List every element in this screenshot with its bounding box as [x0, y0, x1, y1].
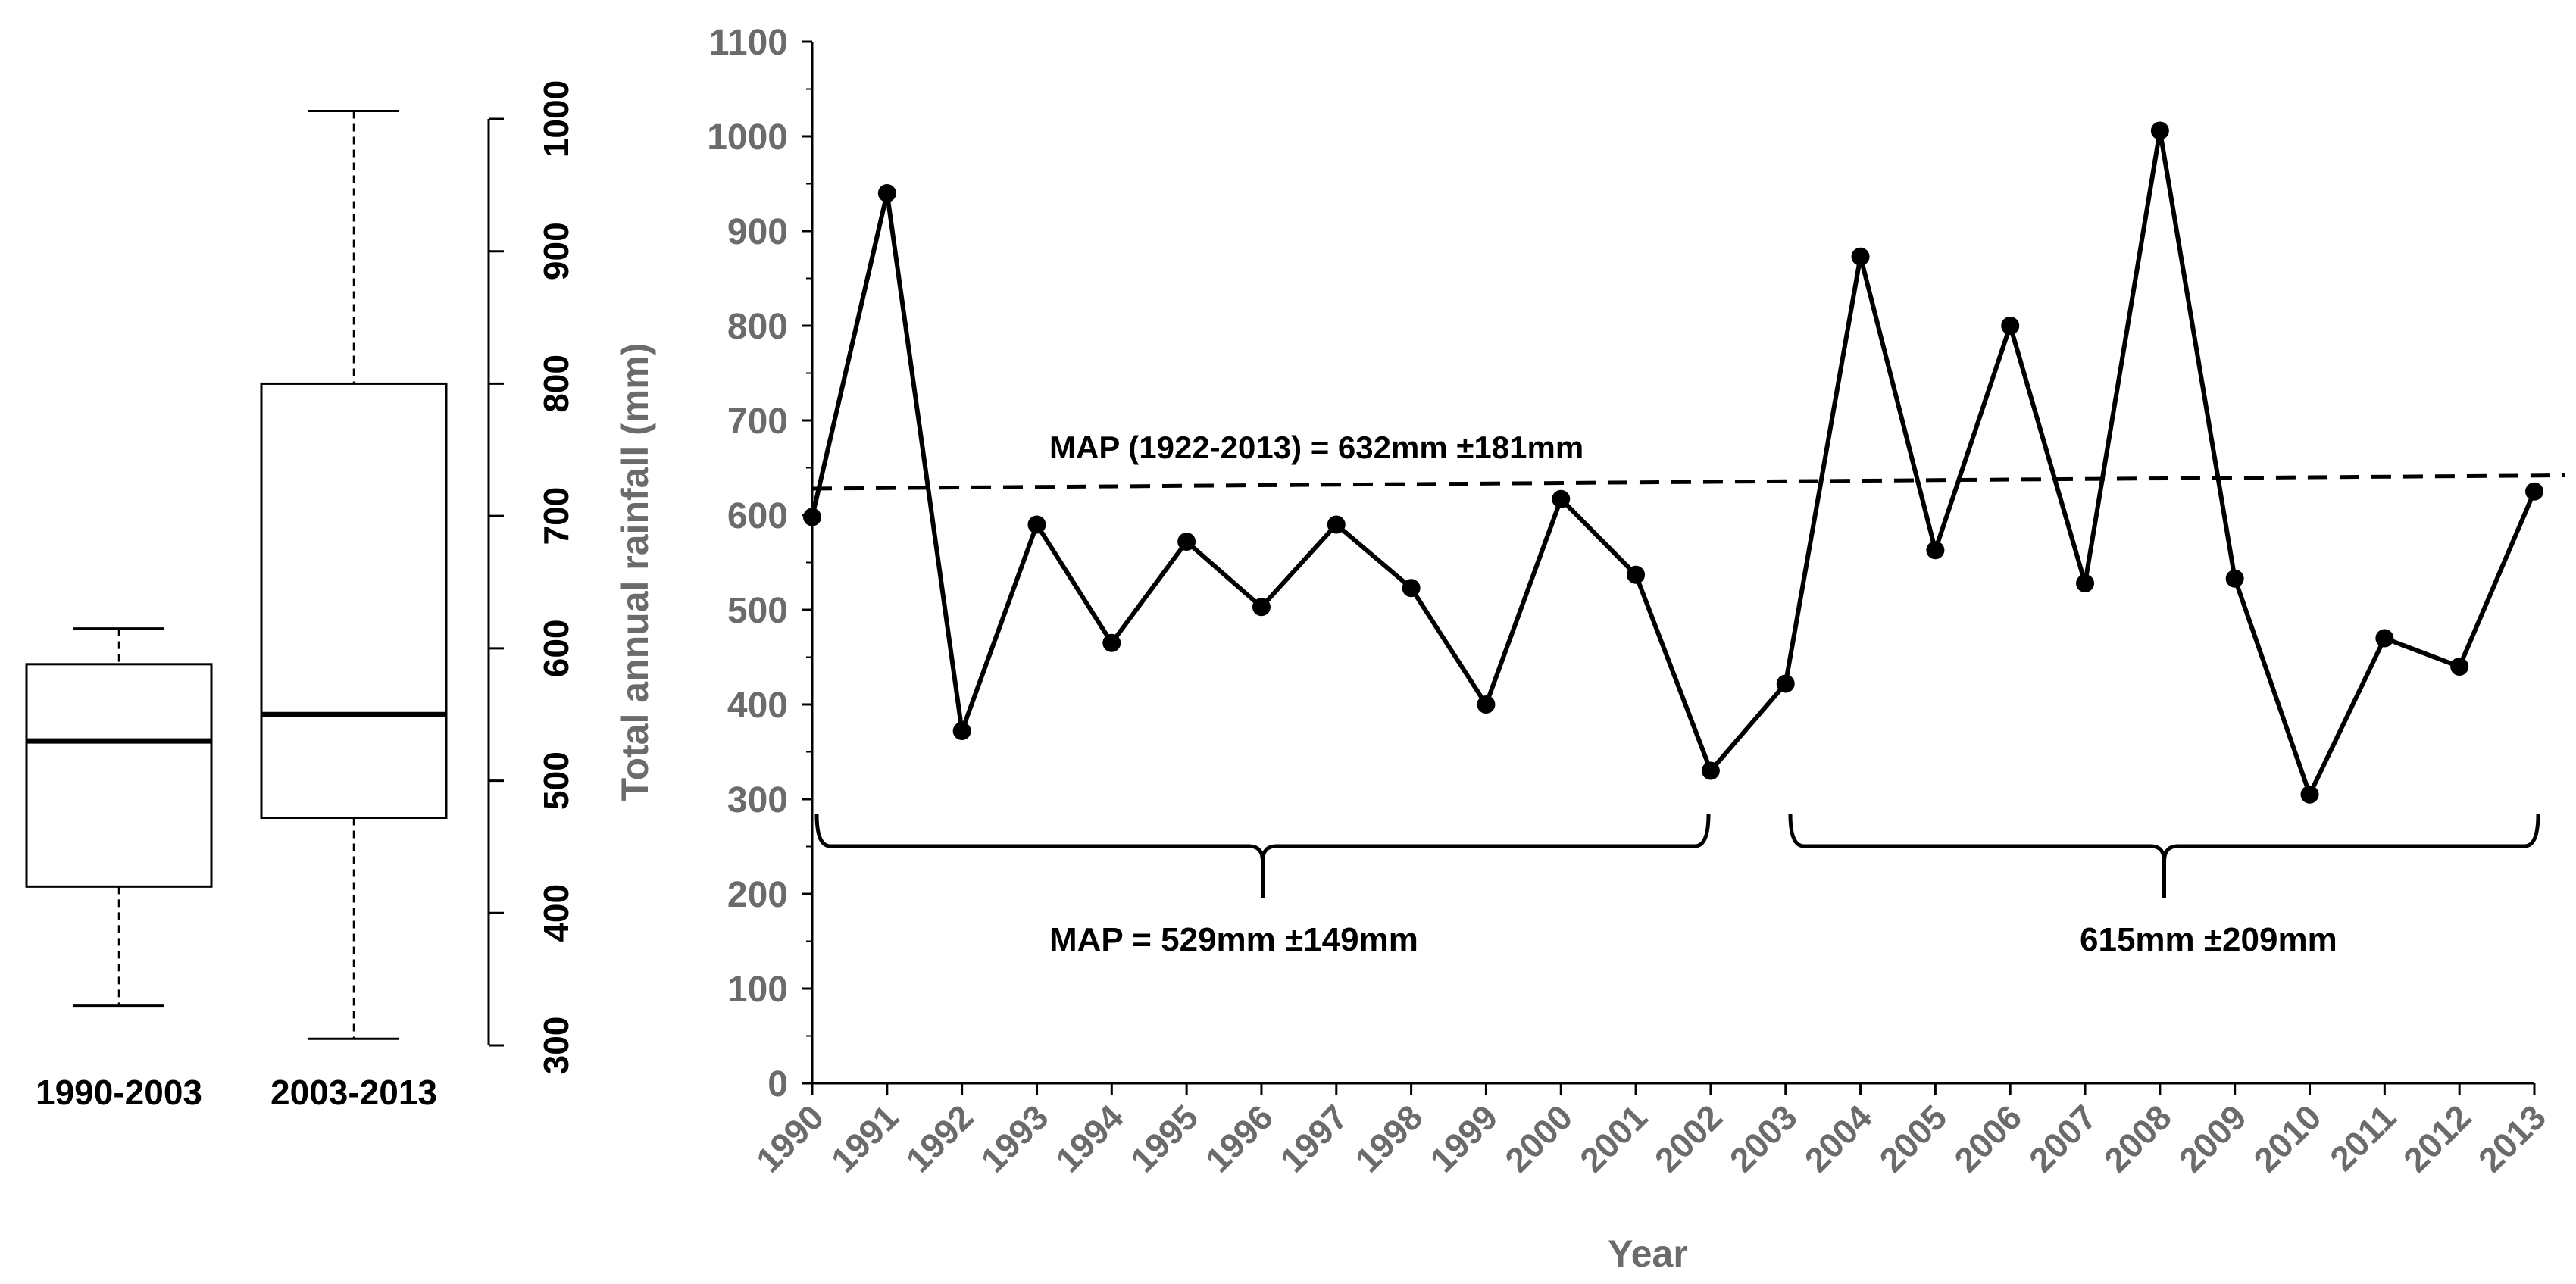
data-point-2005 — [1926, 541, 1945, 560]
x-tick-label: 2003 — [1722, 1097, 1805, 1179]
data-point-1992 — [952, 722, 971, 740]
data-point-2009 — [2225, 569, 2244, 588]
data-point-2002 — [1701, 761, 1720, 780]
boxplot-ticks: 300 400 500 600 700 800 900 1000 — [489, 80, 576, 1075]
y-ticks: 0 100 200 300 400 500 600 700 800 900 1000 1100 — [707, 23, 812, 1104]
x-tick-label: 1999 — [1422, 1097, 1505, 1179]
data-point-1998 — [1402, 579, 1421, 598]
data-point-2000 — [1552, 489, 1571, 508]
y-tick-label: 400 — [727, 686, 788, 726]
line-chart-panel: 0 100 200 300 400 500 600 700 800 900 1000 1100 199… — [614, 23, 2565, 1275]
x-tick-label: 2008 — [2096, 1097, 2179, 1179]
data-point-1997 — [1327, 515, 1346, 534]
box-rect — [25, 663, 213, 888]
box-category-label: 2003-2013 — [270, 1073, 437, 1112]
data-point-2007 — [2076, 574, 2095, 592]
x-tick-label: 1990 — [749, 1097, 831, 1179]
data-point-1991 — [877, 184, 896, 202]
boxplot-boxes: 1990-2003 2003-2013 — [25, 110, 448, 1112]
data-point-1999 — [1477, 695, 1496, 714]
data-point-2010 — [2300, 785, 2319, 804]
data-point-1995 — [1177, 533, 1196, 551]
x-tick-label: 1992 — [899, 1097, 981, 1179]
x-tick-label: 1996 — [1198, 1097, 1280, 1179]
data-point-2006 — [2001, 317, 2020, 335]
y-tick-label: 1000 — [707, 117, 788, 158]
x-tick-label: 2002 — [1647, 1097, 1730, 1179]
x-tick-label: 2005 — [1871, 1097, 1954, 1179]
period-label-1: MAP = 529mm ±149mm — [1049, 921, 1418, 958]
boxplot-tick-label: 800 — [536, 355, 576, 413]
data-point-2011 — [2375, 629, 2394, 648]
y-tick-label: 700 — [727, 401, 788, 442]
period-braces — [814, 814, 2540, 898]
data-point-2004 — [1851, 247, 1870, 266]
data-point-2013 — [2525, 482, 2543, 501]
y-tick-label: 1100 — [709, 23, 788, 63]
x-tick-label: 1998 — [1348, 1097, 1430, 1179]
x-tick-label: 2006 — [1946, 1097, 2029, 1179]
x-tick-label: 2001 — [1572, 1097, 1655, 1179]
brace-1990-2002 — [814, 814, 1711, 898]
data-point-1994 — [1102, 633, 1121, 652]
x-tick-label: 1991 — [824, 1097, 906, 1179]
y-tick-label: 600 — [727, 496, 788, 536]
box-rect — [260, 382, 448, 819]
x-axis-title: Year — [1608, 1232, 1688, 1275]
brace-2003-2013 — [1788, 814, 2540, 898]
x-tick-label: 2007 — [2021, 1097, 2104, 1179]
map-reference-line — [811, 473, 2565, 491]
data-point-2008 — [2150, 121, 2169, 140]
data-point-2003 — [1776, 674, 1795, 693]
x-tick-label: 2012 — [2396, 1097, 2478, 1179]
y-tick-label: 300 — [727, 780, 788, 820]
y-tick-label: 900 — [727, 212, 788, 252]
boxplot-tick-label: 1000 — [536, 80, 576, 158]
boxplot-tick-label: 700 — [536, 487, 576, 545]
box-category-label: 1990-2003 — [36, 1073, 202, 1112]
boxplot-tick-label: 600 — [536, 619, 576, 677]
x-tick-label: 2010 — [2246, 1097, 2328, 1179]
y-tick-label: 100 — [727, 970, 788, 1010]
map-reference-label: MAP (1922-2013) = 632mm ±181mm — [1049, 430, 1583, 465]
boxplot-panel: 300 400 500 600 700 800 900 1000 1990-2003 2003-… — [25, 80, 576, 1112]
x-tick-label: 1994 — [1048, 1097, 1130, 1179]
boxplot-tick-label: 400 — [536, 884, 576, 942]
boxplot-tick-label: 900 — [536, 222, 576, 280]
x-tick-label: 1997 — [1273, 1097, 1355, 1179]
y-axis-title: Total annual rainfall (mm) — [614, 343, 656, 801]
period-label-2: 615mm ±209mm — [2080, 921, 2337, 958]
data-point-1990 — [803, 508, 821, 526]
data-point-1996 — [1252, 598, 1271, 617]
data-point-2012 — [2450, 658, 2469, 676]
data-point-2001 — [1627, 565, 1646, 584]
x-tick-label: 2000 — [1497, 1097, 1580, 1179]
series-line — [810, 130, 2537, 801]
y-tick-label: 200 — [727, 875, 788, 915]
x-tick-label: 1995 — [1123, 1097, 1205, 1179]
series-points — [803, 121, 2543, 804]
y-tick-label: 500 — [727, 591, 788, 631]
x-tick-label: 2009 — [2171, 1097, 2254, 1179]
data-point-1993 — [1027, 515, 1046, 534]
x-ticks: 1990199119921993199419951996199719981999… — [749, 1083, 2553, 1179]
y-tick-label: 0 — [767, 1064, 788, 1104]
boxplot-tick-label: 300 — [536, 1017, 576, 1075]
x-tick-label: 1993 — [973, 1097, 1055, 1179]
x-tick-label: 2011 — [2322, 1097, 2403, 1178]
y-tick-label: 800 — [727, 307, 788, 347]
boxplot-tick-label: 500 — [536, 751, 576, 810]
x-tick-label: 2004 — [1796, 1097, 1879, 1179]
x-tick-label: 2013 — [2471, 1097, 2553, 1179]
